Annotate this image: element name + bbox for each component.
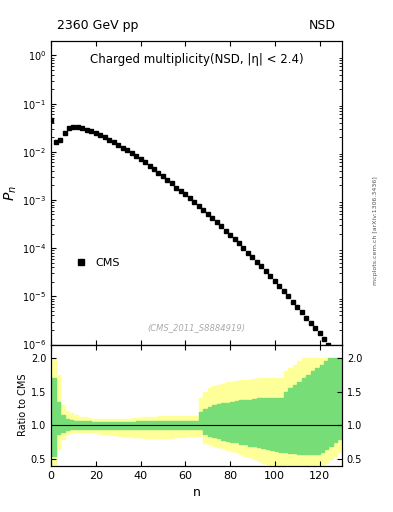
Text: NSD: NSD [309, 19, 336, 32]
Text: 2360 GeV pp: 2360 GeV pp [57, 19, 138, 32]
X-axis label: n: n [193, 486, 200, 499]
Text: (CMS_2011_S8884919): (CMS_2011_S8884919) [147, 324, 246, 332]
Y-axis label: Ratio to CMS: Ratio to CMS [18, 374, 28, 436]
Legend: CMS: CMS [71, 253, 125, 272]
Text: Charged multiplicity(NSD, |η| < 2.4): Charged multiplicity(NSD, |η| < 2.4) [90, 53, 303, 66]
Text: mcplots.cern.ch [arXiv:1306.3436]: mcplots.cern.ch [arXiv:1306.3436] [373, 176, 378, 285]
Y-axis label: $P_n$: $P_n$ [3, 185, 19, 201]
